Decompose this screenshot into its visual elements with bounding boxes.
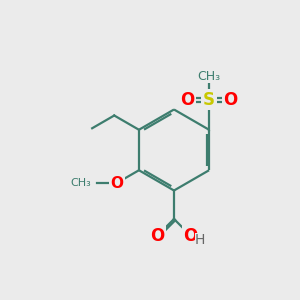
Text: O: O — [224, 91, 238, 109]
Text: H: H — [195, 233, 205, 247]
Text: S: S — [203, 91, 215, 109]
Text: O: O — [150, 226, 165, 244]
Text: O: O — [110, 176, 123, 190]
Text: CH₃: CH₃ — [70, 178, 91, 188]
Text: O: O — [180, 91, 195, 109]
Text: O: O — [183, 226, 198, 244]
Text: CH₃: CH₃ — [197, 70, 220, 83]
